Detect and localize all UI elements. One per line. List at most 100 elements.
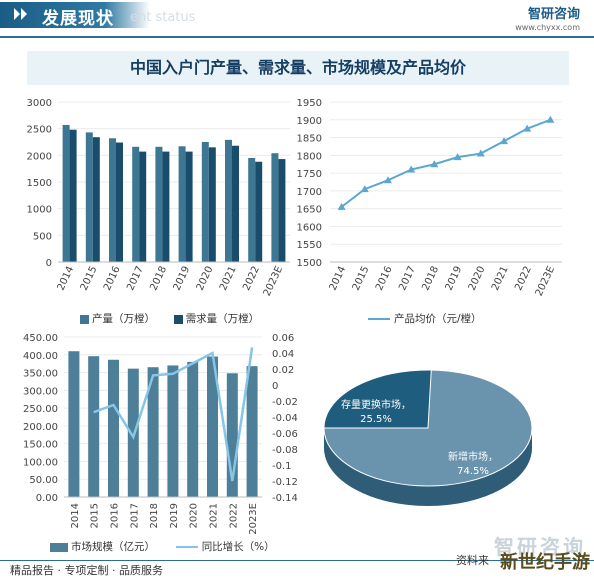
legend-label-growth: 同比增长（%） (201, 541, 275, 553)
bar-demand (116, 142, 123, 262)
x-tick-label: 2023E (248, 503, 259, 535)
x-tick-label: 2018 (149, 503, 160, 528)
x-tick-label: 2019 (169, 503, 180, 528)
y2-tick-label: 0.06 (272, 333, 294, 344)
x-tick-label: 2015 (351, 265, 372, 293)
y2-tick-label: -0.04 (272, 413, 298, 424)
footer: 精品报告 · 专项定制 · 品质服务 (0, 558, 594, 581)
bar-demand (278, 159, 286, 262)
price-point (430, 160, 439, 168)
bar-market-size (108, 359, 119, 497)
y-tick-label: 1500 (297, 258, 322, 269)
bar-production (109, 138, 116, 262)
legend-swatch-market (50, 542, 68, 552)
y2-tick-label: -0.02 (272, 397, 298, 408)
legend-swatch-demand (173, 314, 183, 324)
y-tick-label: 1850 (297, 134, 322, 145)
bar-production (85, 132, 93, 262)
bar-demand (208, 147, 216, 262)
market-structure-pie: 存量更换市场， 25.5% 新增市场， 74.5% (323, 370, 533, 506)
x-tick-label: 2017 (129, 503, 140, 528)
y-tick-label: 150.00 (23, 440, 58, 451)
y-tick-label: 2500 (27, 125, 52, 136)
y-tick-label: 0.00 (36, 493, 58, 504)
y-tick-label: 100.00 (23, 457, 58, 468)
price-line (340, 118, 551, 208)
bar-demand (69, 129, 77, 262)
bar-production (225, 139, 232, 262)
header-watermark: ent status (130, 10, 196, 25)
pie-slice-replacement-market (323, 370, 432, 429)
production-demand-chart: 0 500 1000 1500 2000 2500 3000 2014 2015 2016 2017… (27, 98, 290, 298)
bar-demand (162, 151, 170, 262)
x-tick-label: 2018 (420, 265, 441, 293)
bar-production (178, 146, 186, 262)
x-tick-label: 2016 (110, 503, 121, 528)
market-size-chart: 0.00 50.00 100.00 150.00 200.00 250.00 300.00 3… (23, 333, 298, 535)
legend-line-growth (175, 546, 198, 548)
legend-label-market: 市场规模（亿元） (71, 541, 155, 553)
y-tick-label: 50.00 (29, 475, 58, 486)
y-tick-label: 1750 (297, 169, 322, 180)
x-tick-label: 2021 (209, 503, 220, 528)
x-tick-label: 2014 (56, 265, 77, 293)
legend-label-price: 产品均价（元/樘） (394, 313, 482, 325)
logo-name: 智研咨询 (527, 7, 580, 22)
y-tick-label: 500 (33, 231, 52, 242)
legend-label-production: 产量（万樘） (92, 313, 155, 325)
x-tick-label: 2019 (444, 265, 465, 293)
x-tick-label: 2021 (218, 265, 239, 293)
x-tick-label: 2020 (195, 265, 216, 293)
bar-market-size (187, 361, 199, 497)
y-tick-label: 200.00 (23, 422, 58, 433)
price-point (407, 165, 416, 173)
y-tick-label: 1000 (27, 205, 52, 216)
y-tick-label: 300.00 (23, 386, 58, 397)
x-tick-label: 2017 (397, 265, 418, 293)
x-tick-label: 2022 (228, 503, 239, 528)
y2-tick-label: 0 (272, 381, 278, 392)
bar-market-size (167, 365, 179, 497)
bar-demand (185, 151, 193, 262)
y-tick-label: 450.00 (23, 333, 58, 344)
price-point (360, 185, 369, 193)
header-rule (0, 36, 594, 38)
brand-logo: 智研咨询 www.chyxx.com (515, 3, 580, 32)
y-tick-label: 400.00 (23, 351, 58, 362)
logo-url: www.chyxx.com (515, 23, 580, 32)
y-tick-label: 250.00 (23, 404, 58, 415)
pie-pct-replacement: 25.5% (360, 414, 392, 425)
bar-demand (139, 151, 147, 262)
chevron-icon (14, 8, 27, 20)
x-tick-label: 2022 (513, 265, 534, 293)
chart-banner-title: 中国入户门产量、需求量、市场规模及产品均价 (27, 51, 569, 85)
price-point (523, 124, 532, 132)
c3-legend: 市场规模（亿元） 同比增长（%） (50, 539, 275, 554)
corner-watermark: 新世纪手游 (500, 552, 590, 573)
x-tick-label: 2016 (102, 265, 123, 293)
y-tick-label: 1800 (297, 151, 322, 162)
c2-legend: 产品均价（元/樘） (368, 311, 482, 326)
price-point (546, 115, 555, 123)
bar-production (271, 153, 279, 262)
header: 发展现状 ent status 智研咨询 www.chyxx.com (0, 0, 594, 38)
y2-tick-label: -0.06 (272, 429, 298, 440)
x-tick-label: 2017 (125, 265, 146, 293)
y-tick-label: 350.00 (23, 369, 58, 380)
y-tick-label: 2000 (27, 151, 52, 162)
c1-legend: 产量（万樘） 需求量（万樘） (80, 311, 259, 326)
y-tick-label: 1700 (297, 187, 322, 198)
y-tick-label: 0 (46, 258, 52, 269)
pie-label-replacement: 存量更换市场， (341, 398, 411, 411)
growth-line (93, 347, 254, 482)
y2-tick-label: -0.14 (272, 493, 298, 504)
x-tick-label: 2015 (90, 503, 101, 528)
y2-tick-label: -0.1 (272, 461, 292, 472)
bar-market-size (68, 351, 80, 497)
bar-market-size (147, 367, 159, 497)
bar-market-size (226, 373, 238, 497)
bar-production (62, 124, 70, 262)
legend-swatch-production (80, 314, 89, 324)
price-point (500, 137, 508, 145)
bar-demand (255, 161, 263, 262)
